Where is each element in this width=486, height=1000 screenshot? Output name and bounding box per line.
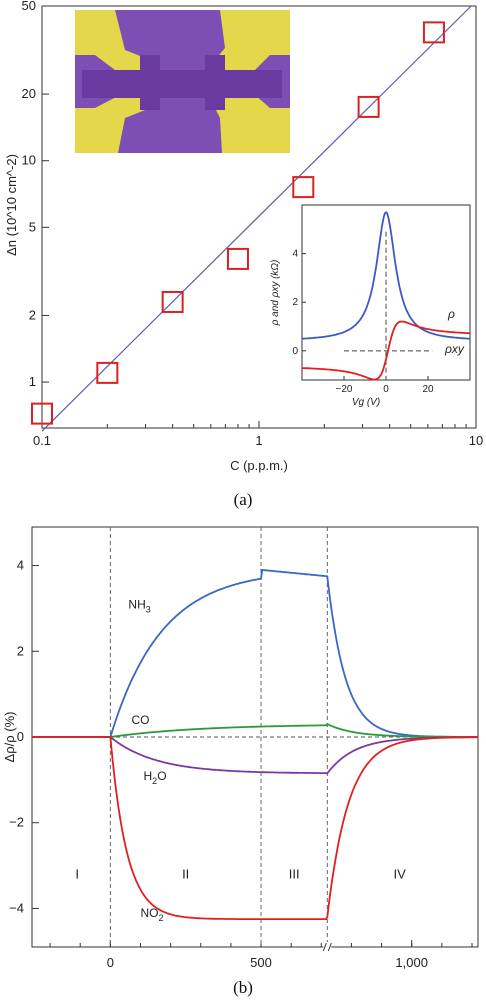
y-tick-label: 10 [22, 153, 36, 168]
device-contacts [75, 10, 290, 153]
inset-x-tick-label: 0 [383, 384, 389, 395]
data-point [161, 290, 184, 313]
device-micrograph-inset [75, 10, 290, 153]
data-point [96, 361, 119, 384]
y-tick-label: −4 [9, 900, 24, 915]
axis-break-mark [322, 942, 332, 952]
x-tick-label: 0.1 [33, 433, 51, 448]
panel-a-x-axis-label: C (p.p.m.) [230, 458, 288, 473]
series-label-subscript: 3 [146, 604, 151, 614]
series-line [32, 736, 479, 920]
region-label: III [289, 866, 300, 881]
series-label-main: CO [131, 713, 149, 727]
panel-a-caption: (a) [234, 490, 253, 509]
panel-a-y-axis-label: Δn (10^10 cm^-2) [4, 154, 19, 256]
device-contact-top-right [215, 10, 290, 70]
y-tick-label: 50 [22, 0, 36, 13]
panel-b-region-labels: I II III IV [75, 866, 406, 881]
series-label-subscript: 2 [158, 913, 163, 923]
panel-b-ticks: 0 500 1,000 −4 −2 0 2 4 [9, 558, 473, 970]
device-contact-top-left [75, 10, 150, 70]
y-tick-label: 0 [17, 729, 24, 744]
series-label-main: NO [140, 906, 158, 920]
series-label-main: NH [128, 597, 145, 611]
device-channel-arm [205, 55, 225, 110]
inset-series-rho [302, 211, 470, 340]
x-tick-label: 1 [255, 433, 262, 448]
series-label: CO [131, 713, 149, 727]
data-point [226, 247, 249, 270]
y-tick-label: 1 [29, 374, 36, 389]
data-point [31, 402, 53, 425]
inset-series-rhoxy [301, 320, 471, 381]
series-label-subscript: 2 [152, 776, 157, 786]
inset-y-tick-label: 2 [292, 297, 298, 308]
x-tick-label: 500 [250, 955, 272, 970]
y-tick-label: −2 [9, 815, 24, 830]
x-tick-label: 0 [107, 955, 114, 970]
y-tick-label: 5 [29, 219, 36, 234]
inset-y-tick-label: 4 [292, 249, 298, 260]
y-tick-label: 2 [17, 643, 24, 658]
region-label: II [182, 866, 189, 881]
series-label: NH3 [128, 597, 150, 614]
device-contact-bottom-right [215, 95, 290, 153]
axis-break-stroke [327, 942, 332, 952]
device-channel [82, 55, 282, 110]
x-tick-label: 10 [469, 433, 483, 448]
transport-inset-chart: −20 0 20 0 2 4 ρ ρxy Vg (V) ρ and ρxy (kΩ) [270, 204, 471, 408]
inset-legend-rho: ρ [447, 307, 455, 321]
data-point [357, 95, 380, 118]
panel-a: 0.1 1 10 1 2 5 10 20 50 −20 0 20 0 2 4 [4, 0, 483, 509]
x-tick-label: 1,000 [395, 955, 428, 970]
series-line [32, 569, 478, 738]
panel-b-y-axis-label: Δρ/ρ (%) [2, 712, 17, 763]
data-point [422, 21, 445, 44]
inset-x-tick-label: 20 [422, 384, 434, 395]
inset-y-tick-label: 0 [292, 346, 298, 357]
series-label: H2O [144, 769, 167, 786]
axis-break-stroke [322, 942, 327, 952]
panel-a-points [31, 21, 445, 425]
data-point [292, 176, 315, 199]
device-contact-bottom-left [75, 95, 150, 153]
region-label: IV [394, 866, 407, 881]
y-tick-label: 4 [17, 558, 24, 573]
y-tick-label: 2 [29, 307, 36, 322]
series-label-main: H [144, 769, 153, 783]
device-channel-bar [82, 70, 282, 98]
panel-b-caption: (b) [233, 978, 253, 997]
panel-b-series [32, 569, 479, 920]
region-label: I [75, 866, 79, 881]
y-tick-label: 20 [22, 86, 36, 101]
panel-a-fit-line [41, 5, 472, 432]
inset-legend-rhoxy: ρxy [444, 342, 465, 356]
inset-x-axis-label: Vg (V) [352, 397, 380, 408]
inset-y-axis-label: ρ and ρxy (kΩ) [270, 260, 281, 327]
device-channel-arm [140, 55, 160, 110]
inset-x-tick-label: −20 [336, 384, 353, 395]
series-line [32, 736, 478, 775]
series-label-tail: O [157, 769, 166, 783]
axis-break-gap [323, 942, 332, 952]
series-label: NO2 [140, 906, 163, 923]
